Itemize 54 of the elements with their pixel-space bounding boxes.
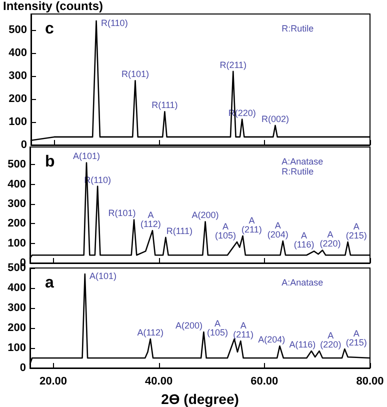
annotation: A (220) [320, 330, 342, 350]
annotation: A (105) [206, 318, 228, 338]
annotation: R(111) [166, 226, 193, 236]
x-tick-label: 80.00 [356, 376, 384, 388]
annotation: R(110) [100, 18, 128, 28]
y-tick-label: 0 [20, 362, 26, 374]
annotation: A (211) [242, 215, 262, 234]
y-tick-label: 300 [8, 70, 27, 82]
annotation: A(200) [175, 320, 202, 330]
annotation: A(204) [258, 334, 286, 344]
annotation: R:Rutile [282, 166, 314, 176]
annotation: A (116) [294, 230, 314, 250]
chart-title: a [45, 274, 54, 292]
y-tick-label: 0 [20, 139, 27, 151]
annotation: A:Anatase [282, 278, 324, 288]
annotation: A (211) [233, 320, 254, 340]
annotation: R(002) [261, 114, 290, 124]
annotation: R(101) [108, 208, 136, 218]
annotation: A(200) [192, 210, 219, 220]
annotation: A (220) [320, 230, 341, 249]
y-axis-title: Intensity (counts) [3, 0, 104, 13]
y-tick-label: 200 [8, 322, 26, 334]
y-tick-label: 300 [8, 302, 26, 314]
annotation: R(111) [152, 100, 178, 110]
annotation: A(116) [289, 340, 316, 350]
y-tick-label: 400 [8, 282, 26, 294]
x-tick-label: 60.00 [250, 376, 278, 388]
annotation: A:Anatase [282, 156, 324, 166]
annotation: A(101) [90, 271, 117, 281]
y-tick-label: 300 [8, 198, 26, 210]
annotation: A(112) [137, 328, 164, 338]
annotation: A (215) [346, 328, 367, 348]
annotation: A (105) [215, 221, 236, 240]
y-tick-label: 100 [8, 116, 27, 128]
annotation: A (215) [346, 221, 367, 240]
chart-title: b [45, 154, 55, 170]
y-tick-label: 400 [8, 178, 26, 190]
annotation: A (204) [267, 220, 288, 240]
annotation: R(101) [121, 69, 149, 80]
y-tick-label: 400 [8, 47, 27, 60]
annotation: R:Rutile [282, 24, 314, 34]
y-tick-label: 200 [8, 93, 27, 106]
y-tick-label: 100 [8, 342, 26, 354]
annotation: R(211) [220, 60, 247, 70]
annotation: A (112) [140, 210, 161, 230]
y-tick-label: 200 [8, 218, 26, 230]
x-axis-title: 2ϴ (degree) [161, 391, 239, 407]
y-tick-label: 500 [8, 24, 27, 36]
annotation: A(101) [72, 151, 100, 162]
x-tick-label: 20.00 [39, 376, 67, 388]
y-tick-label: 100 [8, 237, 26, 250]
x-tick-label: 40.00 [145, 376, 173, 388]
chart-title: c [45, 20, 54, 38]
y-tick-label: 500 [8, 158, 26, 171]
